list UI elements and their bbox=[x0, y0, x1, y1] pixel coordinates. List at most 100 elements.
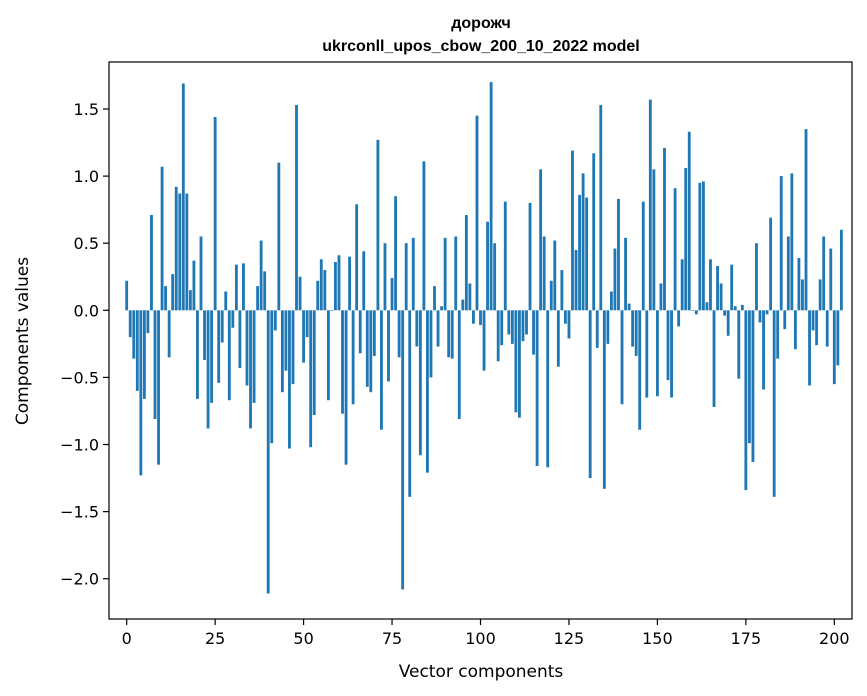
x-tick-label: 150 bbox=[642, 629, 673, 648]
bar-19 bbox=[192, 260, 196, 311]
bar-10 bbox=[160, 166, 164, 311]
bars-group bbox=[125, 82, 843, 594]
bar-29 bbox=[227, 310, 231, 401]
bar-198 bbox=[825, 310, 829, 347]
bar-34 bbox=[245, 310, 249, 386]
bar-184 bbox=[776, 310, 780, 359]
y-tick-label: −1.5 bbox=[60, 503, 99, 522]
bar-194 bbox=[811, 310, 815, 331]
bar-149 bbox=[652, 169, 656, 311]
bar-42 bbox=[273, 310, 277, 331]
bar-50 bbox=[302, 310, 306, 363]
bar-115 bbox=[532, 310, 535, 355]
bar-126 bbox=[571, 150, 574, 311]
x-tick-label: 0 bbox=[122, 629, 132, 648]
bar-168 bbox=[719, 283, 723, 311]
bar-189 bbox=[793, 310, 797, 350]
bar-180 bbox=[762, 310, 765, 390]
bar-109 bbox=[510, 310, 514, 344]
bar-128 bbox=[578, 194, 581, 311]
bar-68 bbox=[365, 310, 369, 387]
bar-141 bbox=[624, 237, 627, 311]
bar-176 bbox=[747, 310, 751, 444]
bar-119 bbox=[546, 310, 550, 468]
chart-title: дорожч bbox=[451, 15, 511, 32]
bar-155 bbox=[673, 188, 677, 311]
bar-107 bbox=[503, 201, 507, 311]
bar-103 bbox=[489, 82, 493, 311]
bar-181 bbox=[765, 310, 769, 315]
bar-178 bbox=[755, 243, 758, 311]
x-tick-label: 50 bbox=[293, 629, 313, 648]
bar-200 bbox=[832, 310, 836, 385]
bar-130 bbox=[585, 197, 589, 311]
bar-60 bbox=[337, 255, 341, 311]
y-tick-label: 0.5 bbox=[74, 234, 99, 253]
bar-122 bbox=[556, 310, 560, 367]
bar-162 bbox=[698, 182, 702, 311]
bar-96 bbox=[464, 215, 468, 311]
bar-108 bbox=[507, 310, 511, 335]
bar-58 bbox=[330, 310, 334, 311]
bar-37 bbox=[256, 286, 260, 311]
bar-190 bbox=[797, 257, 801, 311]
x-tick-label: 75 bbox=[382, 629, 402, 648]
bar-47 bbox=[291, 310, 295, 385]
bar-95 bbox=[461, 299, 465, 311]
bar-166 bbox=[712, 310, 716, 407]
bar-13 bbox=[171, 274, 175, 311]
bar-105 bbox=[496, 310, 500, 362]
bar-49 bbox=[298, 276, 302, 311]
bar-117 bbox=[539, 169, 543, 311]
x-tick-label: 25 bbox=[205, 629, 225, 648]
bar-48 bbox=[295, 104, 298, 311]
bar-9 bbox=[157, 310, 160, 465]
bar-139 bbox=[617, 198, 620, 311]
bar-82 bbox=[415, 310, 419, 347]
bar-98 bbox=[472, 310, 475, 324]
bar-26 bbox=[217, 310, 221, 383]
bar-202 bbox=[839, 229, 843, 311]
bar-35 bbox=[249, 310, 252, 429]
bar-192 bbox=[804, 129, 808, 311]
bar-2 bbox=[132, 310, 136, 359]
x-tick-label: 100 bbox=[465, 629, 496, 648]
bar-137 bbox=[609, 291, 613, 311]
bar-182 bbox=[769, 217, 773, 311]
bar-30 bbox=[231, 310, 235, 328]
bar-85 bbox=[426, 310, 429, 473]
bar-5 bbox=[142, 310, 146, 399]
bar-87 bbox=[433, 286, 436, 311]
bar-183 bbox=[772, 310, 776, 497]
bar-65 bbox=[355, 204, 359, 311]
bar-64 bbox=[351, 310, 355, 405]
bar-106 bbox=[500, 310, 504, 346]
bar-185 bbox=[779, 176, 783, 311]
bar-120 bbox=[549, 280, 553, 311]
bar-72 bbox=[380, 310, 383, 430]
y-axis-label: Components values bbox=[13, 257, 33, 425]
bar-100 bbox=[479, 310, 482, 326]
bar-188 bbox=[790, 173, 794, 311]
bar-125 bbox=[567, 310, 571, 339]
bar-57 bbox=[326, 310, 330, 401]
bar-127 bbox=[574, 249, 578, 311]
bar-84 bbox=[422, 161, 426, 311]
bar-138 bbox=[613, 248, 617, 311]
bar-123 bbox=[560, 270, 564, 311]
bar-27 bbox=[220, 310, 224, 343]
bar-89 bbox=[440, 306, 443, 311]
bar-187 bbox=[786, 236, 790, 311]
x-tick-label: 175 bbox=[731, 629, 762, 648]
bar-124 bbox=[564, 310, 567, 324]
bar-146 bbox=[641, 201, 645, 311]
bar-118 bbox=[542, 236, 546, 311]
bar-33 bbox=[242, 263, 245, 311]
bar-197 bbox=[822, 236, 826, 311]
bar-63 bbox=[348, 256, 352, 311]
bar-22 bbox=[203, 310, 206, 360]
bar-83 bbox=[418, 310, 422, 456]
bar-93 bbox=[454, 236, 458, 311]
bar-79 bbox=[404, 243, 408, 311]
